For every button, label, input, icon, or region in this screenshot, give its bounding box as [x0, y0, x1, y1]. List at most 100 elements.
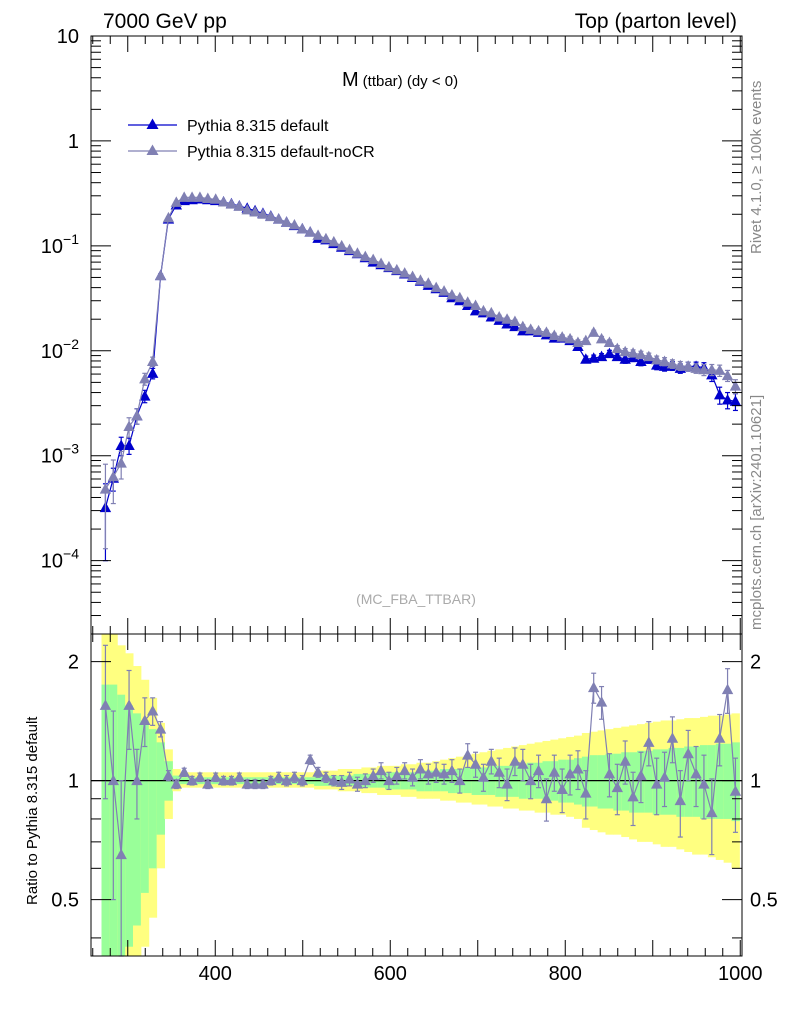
legend: Pythia 8.315 default Pythia 8.315 defaul…: [128, 118, 375, 161]
data-point: [272, 213, 285, 224]
ratio-data-point: [328, 774, 340, 786]
data-point: [635, 348, 647, 360]
data-point: [241, 203, 253, 215]
band-green-bin: [684, 746, 693, 817]
ratio-data-point: [485, 755, 498, 766]
data-point: [469, 304, 482, 316]
ratio-plot-panel: 0.5 0.5 1 1 2 2 400 600 800 1000 Ratio to Pythia…: [24, 633, 778, 985]
data-point: [375, 257, 387, 268]
ratio-data-point: [666, 732, 679, 743]
data-point: [249, 206, 261, 217]
data-point: [343, 243, 356, 255]
legend-marker-default: [146, 118, 159, 129]
ratio-uncertainty-band: [101, 634, 740, 956]
ratio-x-ticks: 400 600 800 1000: [92, 634, 763, 985]
ratio-data-point: [580, 787, 592, 798]
data-point: [194, 191, 206, 202]
data-point: [643, 350, 655, 362]
ratio-data-point: [461, 749, 474, 760]
ratio-data-point: [517, 758, 529, 769]
main-y-tick-label: 1: [68, 131, 79, 153]
main-y-tick-label: 10−3: [41, 441, 79, 468]
ratio-data-point: [249, 778, 261, 789]
ratio-data-point: [658, 771, 671, 782]
ratio-data-point: [202, 778, 214, 789]
ratio-data-point: [682, 747, 694, 759]
ratio-x-tick-label: 1000: [718, 963, 763, 985]
data-point: [713, 364, 726, 375]
ratio-data-point: [406, 771, 419, 782]
data-point: [146, 367, 159, 378]
data-point: [209, 193, 222, 204]
data-point: [698, 363, 710, 375]
data-point: [107, 470, 120, 482]
data-point: [485, 306, 498, 318]
data-point: [721, 393, 734, 405]
data-point: [509, 315, 521, 327]
data-point: [461, 296, 474, 307]
data-point: [627, 347, 639, 358]
band-green-bin: [723, 743, 732, 819]
band-green-bin: [125, 705, 134, 947]
legend-label-nocr: Pythia 8.315 default-noCR: [187, 144, 375, 161]
ratio-data-point: [139, 714, 151, 725]
ratio-data-point: [288, 771, 301, 782]
band-green-bin: [101, 684, 110, 956]
ratio-data-point: [493, 766, 505, 777]
ratio-data-point: [643, 736, 655, 747]
main-y-ticks: 10 1 10−1 10−2 10−3 10−4: [41, 26, 742, 635]
ratio-data-point: [627, 790, 639, 802]
ratio-data-point: [391, 769, 403, 781]
data-point: [406, 270, 419, 282]
data-point: [351, 247, 364, 258]
ratio-data-point: [524, 774, 537, 786]
data-point: [139, 390, 151, 401]
data-point: [729, 380, 742, 391]
data-point: [556, 331, 568, 342]
ratio-data-point: [154, 723, 167, 734]
ratio-data-point: [635, 769, 647, 781]
data-point: [587, 326, 600, 337]
ratio-y-ticks: 0.5 0.5 1 1 2 2: [51, 652, 778, 939]
data-point: [99, 483, 112, 494]
data-point: [162, 211, 175, 223]
ratio-data-point: [272, 771, 285, 782]
ratio-data-point: [501, 778, 513, 789]
data-point: [477, 304, 490, 316]
side-label-rivet: Rivet 4.1.0, ≥ 100k events: [748, 81, 765, 254]
ratio-data-point: [209, 771, 222, 782]
data-point: [123, 420, 135, 431]
ratio-data-point: [698, 778, 710, 789]
data-point: [517, 320, 529, 332]
band-green-bin: [597, 755, 606, 809]
ratio-data-point: [587, 681, 600, 693]
data-point: [548, 329, 561, 340]
legend-marker-nocr: [146, 144, 159, 155]
data-point: [288, 219, 301, 230]
data-point: [603, 347, 616, 359]
ratio-data-layer: [99, 644, 742, 957]
data-point: [296, 222, 309, 234]
ratio-data-point: [351, 778, 364, 789]
data-point: [603, 336, 616, 347]
ratio-data-point: [99, 699, 112, 710]
ratio-data-point: [430, 766, 442, 777]
data-point: [430, 281, 442, 293]
data-point: [335, 239, 348, 251]
data-point: [611, 342, 624, 354]
ratio-data-point: [217, 774, 230, 786]
data-point: [721, 369, 734, 381]
data-point: [564, 332, 576, 344]
data-point: [312, 229, 324, 240]
data-point: [233, 200, 246, 211]
ratio-data-point: [186, 774, 198, 786]
ratio-data-point: [556, 783, 568, 794]
band-green-bin: [668, 747, 677, 815]
main-x-ticks: [92, 36, 741, 634]
ratio-plot-frame: [90, 633, 743, 957]
ratio-data-point: [312, 766, 324, 777]
data-point: [186, 191, 198, 202]
ratio-data-point: [146, 705, 159, 716]
data-point: [650, 353, 663, 365]
plot-title: M (ttbar) (dy < 0): [342, 69, 458, 91]
